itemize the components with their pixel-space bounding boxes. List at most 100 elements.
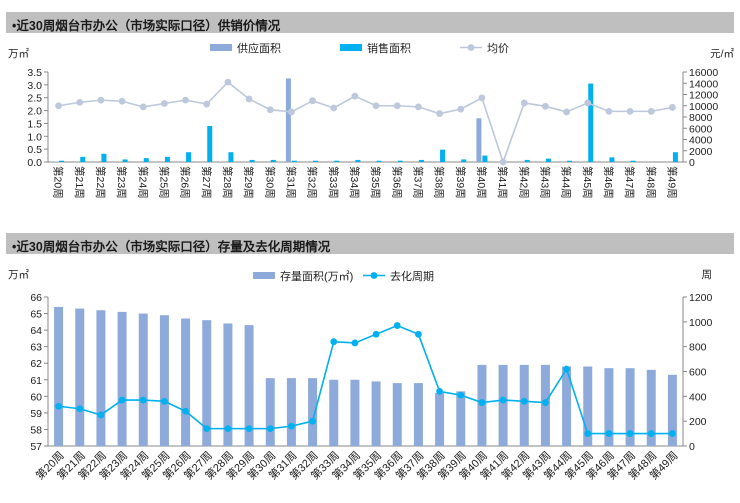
series-point: [647, 430, 655, 437]
series-point: [97, 411, 105, 419]
category-label: 第28周: [221, 166, 234, 199]
category-label: 第48周: [644, 166, 657, 199]
series-point: [330, 104, 338, 112]
bar-a: [646, 369, 656, 446]
category-label: 第39周: [454, 166, 467, 199]
series-point: [669, 430, 676, 437]
series-point: [351, 339, 359, 347]
left-tick-label: 0.0: [27, 157, 42, 169]
series-point: [330, 338, 338, 346]
series-point: [584, 430, 592, 437]
supply-sales-price-chart: 0.00.51.01.52.02.53.03.5 0200040006000800…: [8, 41, 734, 199]
left-tick-label: 62: [30, 358, 42, 370]
series-point: [76, 98, 84, 106]
right-tick-label: 200: [689, 416, 707, 428]
series-point: [351, 92, 359, 100]
right-tick-label: 1000: [689, 317, 713, 329]
series-point: [520, 99, 528, 107]
bar-a: [392, 383, 402, 446]
category-label: 第32周: [306, 166, 319, 199]
series-point: [139, 396, 147, 404]
left-axis-unit: 万㎡: [8, 48, 29, 60]
bar-a: [96, 310, 106, 446]
category-label: 第29周: [242, 166, 255, 199]
left-tick-label: 57: [30, 441, 42, 453]
bar-b: [59, 160, 65, 162]
category-label: 第31周: [284, 166, 297, 199]
category-label: 第21周: [73, 166, 86, 199]
category-label: 第49周: [665, 166, 678, 199]
series-point: [478, 94, 486, 102]
series-point: [499, 396, 507, 404]
series-point: [647, 107, 655, 115]
bar-b: [249, 159, 255, 162]
bar-b: [588, 83, 594, 162]
legend-label: 去化周期: [390, 269, 434, 283]
bar-a: [625, 368, 635, 446]
series-point: [436, 110, 443, 118]
category-label: 第27周: [200, 166, 213, 199]
bar-a: [413, 383, 423, 446]
series-point: [245, 425, 253, 433]
bar-b: [313, 160, 319, 162]
category-label: 第30周: [263, 166, 276, 199]
right-tick-label: 400: [689, 391, 707, 403]
bar-a: [350, 379, 360, 446]
series-point: [245, 95, 253, 103]
series-point: [288, 422, 295, 430]
series-point: [457, 391, 465, 399]
bar-a: [75, 308, 85, 446]
series-point: [457, 105, 465, 113]
series-point: [224, 78, 232, 86]
series-point: [626, 107, 634, 115]
bar-b: [143, 158, 149, 162]
category-label: 第38周: [433, 166, 446, 199]
legend-swatch: [340, 44, 362, 51]
bar-a: [667, 374, 677, 446]
chart1-title: •近30周烟台市办公（市场实际口径）供销价情况: [12, 19, 281, 33]
left-tick-label: 2.5: [27, 93, 42, 105]
series-point: [542, 399, 549, 406]
bar-b: [207, 126, 213, 162]
bar-a: [435, 393, 445, 446]
bar-b: [609, 157, 615, 162]
category-label: 第46周: [602, 166, 615, 199]
legend-label: 销售面积: [367, 41, 411, 55]
series-point: [669, 104, 676, 111]
right-tick-label: 4000: [689, 135, 713, 147]
category-label: 第45周: [581, 166, 594, 199]
bar-b: [418, 159, 424, 162]
right-tick-label: 800: [689, 342, 707, 354]
series-point: [118, 97, 126, 105]
right-tick-label: 10000: [689, 101, 718, 113]
left-tick-label: 0.5: [27, 144, 42, 156]
series-point: [288, 108, 295, 116]
series-point: [372, 330, 380, 338]
series-point: [224, 425, 232, 433]
bar-b: [672, 152, 678, 162]
series-point: [55, 402, 62, 410]
bar-b: [376, 160, 382, 162]
bar-a: [159, 315, 169, 446]
series-point: [266, 425, 274, 433]
series-point: [55, 102, 62, 110]
chart2-title: •近30周烟台市办公（市场实际口径）存量及去化周期情况: [12, 240, 331, 254]
left-tick-label: 61: [30, 375, 42, 387]
series-line: [58, 324, 673, 435]
category-label: 第22周: [94, 166, 107, 199]
bar-a: [308, 378, 318, 446]
series-line: [58, 81, 673, 165]
bar-a: [53, 161, 59, 162]
right-tick-label: 6000: [689, 123, 713, 135]
bar-b: [567, 160, 573, 162]
left-tick-label: 3.0: [27, 80, 42, 92]
series-point: [161, 397, 168, 405]
category-label: 第24周: [136, 166, 149, 199]
left-tick-label: 66: [30, 292, 42, 304]
bar-a: [285, 78, 291, 162]
series-point: [563, 365, 570, 373]
left-tick-label: 58: [30, 424, 42, 436]
series-point: [97, 96, 105, 104]
right-tick-label: 0: [689, 441, 695, 453]
category-label: 第34周: [348, 166, 361, 199]
